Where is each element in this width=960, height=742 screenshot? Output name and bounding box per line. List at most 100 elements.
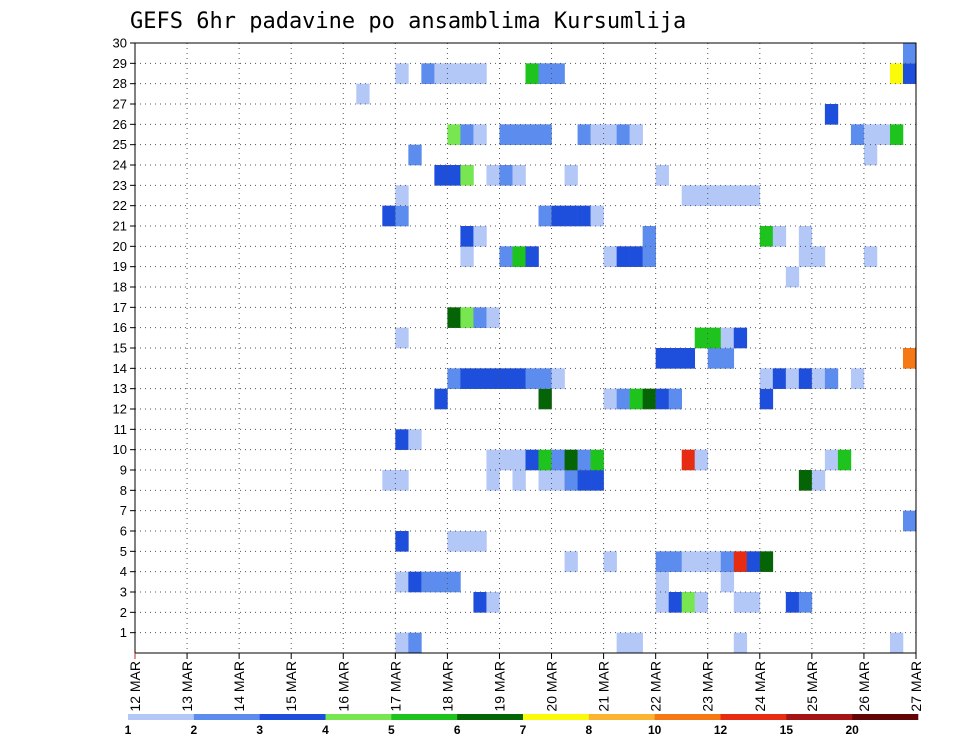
heatmap-cell — [655, 551, 669, 572]
heatmap-cell — [486, 307, 500, 328]
heatmap-cell — [460, 246, 474, 267]
y-tick-label: 30 — [113, 36, 127, 51]
heatmap-cell — [395, 429, 409, 450]
heatmap-cell — [447, 307, 461, 328]
x-tick-label: 14 MAR — [231, 661, 247, 712]
heatmap-cell — [798, 592, 813, 613]
heatmap-cell — [512, 165, 526, 186]
legend-label: 2 — [190, 723, 197, 737]
heatmap-cell — [538, 205, 552, 227]
heatmap-cell — [733, 632, 748, 654]
heatmap-cell — [408, 632, 422, 654]
heatmap-cell — [408, 429, 422, 450]
heatmap-cell — [642, 226, 656, 247]
y-tick-label: 12 — [113, 402, 127, 417]
legend-label: 3 — [256, 723, 263, 737]
cells-layer — [356, 43, 917, 654]
y-tick-label: 29 — [113, 56, 127, 71]
heatmap-cell — [603, 124, 617, 145]
heatmap-cell — [681, 592, 696, 613]
y-tick-label: 25 — [113, 137, 127, 152]
heatmap-cell — [655, 165, 669, 186]
y-tick-label: 8 — [120, 483, 127, 498]
y-tick-label: 14 — [113, 361, 127, 376]
y-axis: 1234567891011121314151617181920212223242… — [113, 36, 135, 640]
x-tick-label: 20 MAR — [544, 661, 560, 712]
heatmap-cell — [889, 632, 904, 654]
legend-label: 12 — [714, 723, 728, 737]
heatmap-cell — [395, 205, 409, 227]
heatmap-cell — [538, 388, 552, 410]
heatmap-cell — [863, 144, 878, 166]
y-tick-label: 10 — [113, 442, 127, 457]
heatmap-cell — [889, 124, 904, 145]
heatmap-cell — [486, 165, 500, 186]
x-tick-label: 19 MAR — [491, 661, 507, 712]
heatmap-cell — [733, 327, 748, 349]
y-tick-label: 7 — [120, 503, 127, 518]
heatmap-cell — [382, 470, 396, 491]
heatmap-cell — [564, 205, 578, 227]
legend-swatch — [523, 714, 590, 720]
heatmap-cell — [512, 449, 526, 471]
legend-swatch — [852, 714, 919, 720]
heatmap-cell — [694, 449, 709, 471]
x-tick-label: 21 MAR — [596, 661, 612, 712]
heatmap-cell — [746, 185, 761, 206]
legend-label: 4 — [322, 723, 329, 737]
heatmap-cell — [525, 63, 539, 84]
heatmap-cell — [382, 205, 396, 227]
x-tick-label: 16 MAR — [335, 661, 351, 712]
heatmap-cell — [564, 449, 578, 471]
heatmap-cell — [577, 205, 591, 227]
heatmap-cell — [603, 551, 617, 572]
y-tick-label: 13 — [113, 381, 127, 396]
x-tick-label: 13 MAR — [179, 661, 195, 712]
heatmap-cell — [668, 348, 682, 369]
heatmap-cell — [460, 531, 474, 552]
heatmap-cell — [460, 63, 474, 84]
x-tick-label: 24 MAR — [752, 661, 768, 712]
heatmap-cell — [655, 592, 669, 613]
heatmap-cell — [590, 124, 604, 145]
heatmap-cell — [473, 124, 487, 145]
heatmap-cell — [772, 368, 787, 389]
heatmap-cell — [499, 246, 513, 267]
heatmap-cell — [694, 592, 709, 613]
heatmap-cell — [460, 124, 474, 145]
legend-label: 1 — [125, 723, 132, 737]
heatmap-cell — [746, 551, 761, 572]
heatmap-cell — [551, 205, 565, 227]
heatmap-cell — [447, 165, 461, 186]
y-tick-label: 1 — [120, 625, 127, 640]
heatmap-cell — [759, 226, 774, 247]
heatmap-cell — [785, 592, 800, 613]
y-tick-label: 21 — [113, 219, 127, 234]
y-tick-label: 20 — [113, 239, 127, 254]
heatmap-cell — [850, 368, 865, 389]
heatmap-cell — [707, 327, 722, 349]
heatmap-cell — [889, 63, 904, 84]
heatmap-cell — [655, 388, 669, 410]
heatmap-cell — [824, 104, 839, 125]
heatmap-cell — [707, 185, 722, 206]
heatmap-cell — [902, 348, 917, 369]
heatmap-cell — [902, 510, 917, 532]
heatmap-cell — [759, 388, 774, 410]
legend: 1 2 3 4 5 6 7 8 10 12 15 20 — [125, 714, 919, 737]
legend-swatch — [588, 714, 655, 720]
legend-swatch — [720, 714, 787, 720]
heatmap-cell — [876, 124, 891, 145]
heatmap-cell — [460, 226, 474, 247]
heatmap-cell — [694, 551, 709, 572]
heatmap-cell — [681, 348, 696, 369]
heatmap-cell — [590, 449, 604, 471]
legend-swatch — [391, 714, 458, 720]
heatmap-cell — [395, 63, 409, 84]
legend-swatch — [654, 714, 721, 720]
heatmap-cell — [434, 165, 448, 186]
legend-label: 10 — [648, 723, 662, 737]
heatmap-cell — [395, 327, 409, 349]
heatmap-cell — [421, 571, 435, 593]
legend-label: 7 — [520, 723, 527, 737]
